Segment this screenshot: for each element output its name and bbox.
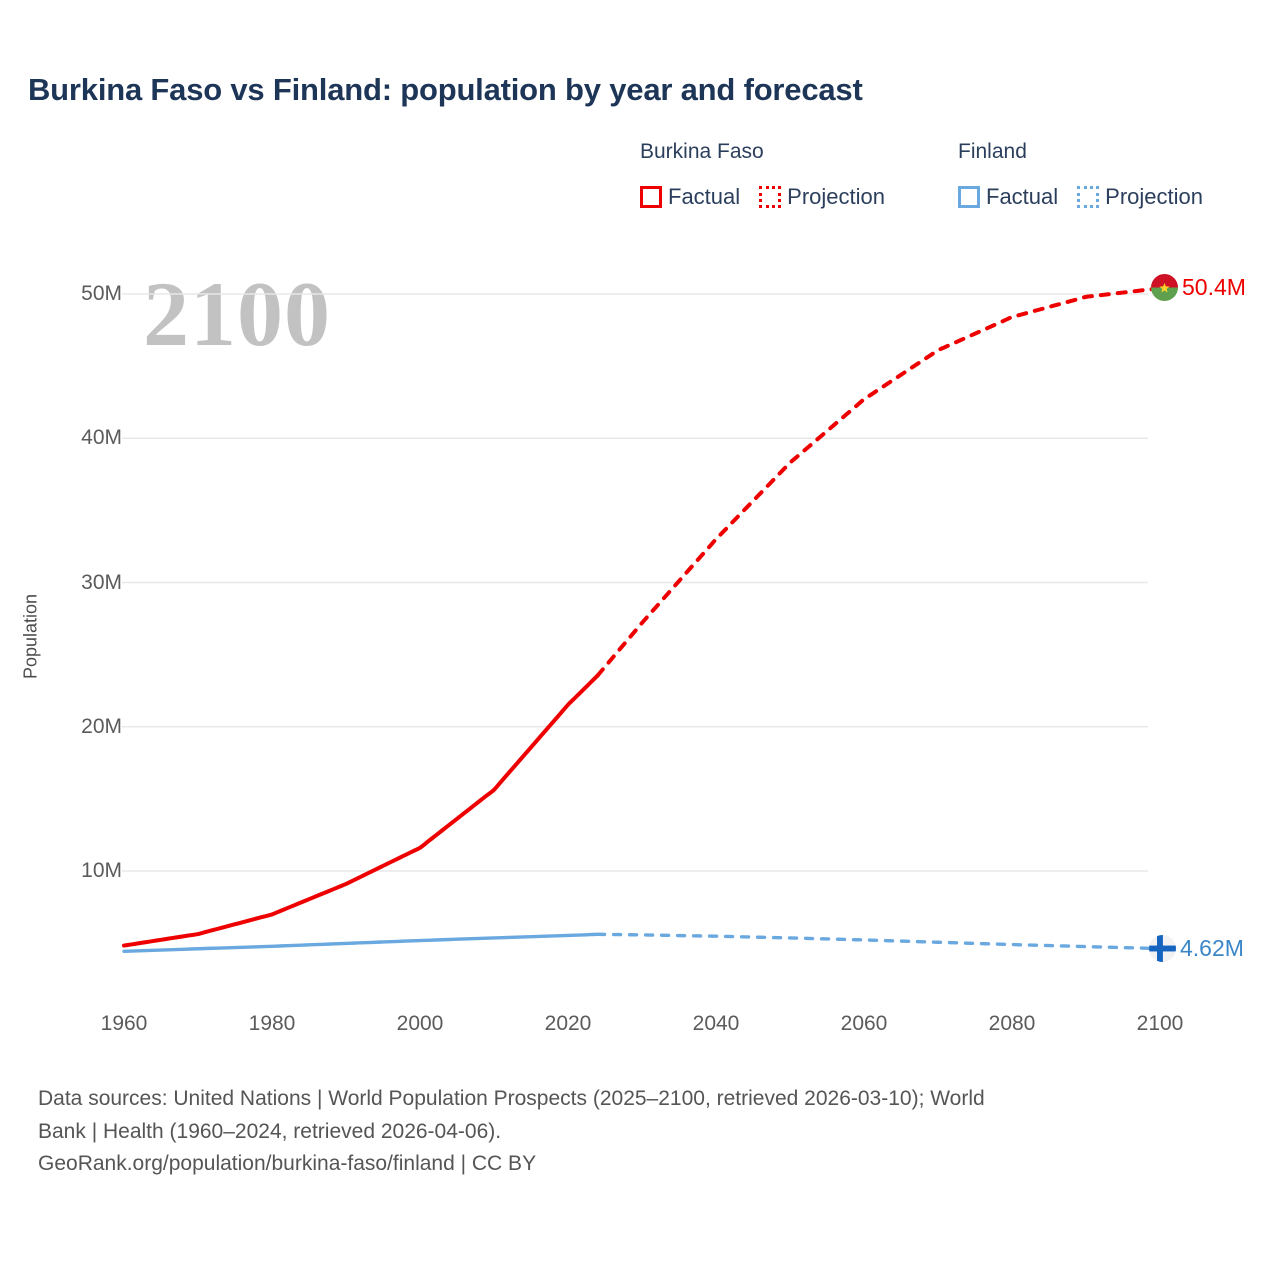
legend-item-finland-factual[interactable]: Factual	[958, 184, 1058, 210]
x-tick-label: 2020	[544, 1012, 592, 1035]
x-tick-label: 2060	[840, 1012, 888, 1035]
legend-row-burkina-faso: Factual Projection	[640, 184, 885, 210]
endpoint-value-burkina-faso: 50.4M	[1182, 274, 1246, 301]
endpoint-finland[interactable]: 4.62M	[1149, 934, 1244, 962]
legend-swatch-dotted-icon	[759, 186, 782, 208]
endpoint-burkina-faso[interactable]: 50.4M	[1151, 274, 1246, 302]
footer-line-2: Bank | Health (1960–2024, retrieved 2026…	[38, 1119, 502, 1143]
x-tick-label: 2000	[396, 1012, 444, 1035]
legend-label-finland-factual: Factual	[986, 184, 1059, 209]
legend-swatch-dotted-icon	[1077, 186, 1100, 208]
legend-swatch-solid-icon	[640, 186, 662, 208]
legend-swatch-solid-icon	[958, 186, 980, 208]
x-tick-label: 1960	[100, 1012, 148, 1035]
burkina-faso-flag-icon	[1151, 274, 1178, 302]
x-tick-label: 2080	[988, 1012, 1036, 1035]
legend-item-burkina-faso-projection[interactable]: Projection	[759, 184, 885, 210]
chart-plot-area: 2100 10M 20M 30M 40M 50M Population 50.4M 4.…	[0, 0, 1246, 1060]
series-line-projection	[595, 286, 1162, 678]
legend-group-title-finland: Finland	[958, 140, 1027, 163]
series-line-factual	[122, 932, 600, 954]
series-line-factual	[122, 673, 600, 948]
x-tick-label: 1980	[248, 1012, 296, 1035]
legend-label-finland-projection: Projection	[1105, 184, 1203, 209]
series-lines	[122, 286, 1162, 954]
gridlines	[122, 293, 1148, 872]
x-tick-label: 2040	[692, 1012, 740, 1035]
y-tick-label: 10M	[81, 859, 122, 882]
endpoint-value-finland: 4.62M	[1180, 934, 1244, 961]
footer-sources: Data sources: United Nations | World Pop…	[38, 1083, 1238, 1181]
chart-legend: Burkina Faso Factual Projection Finland …	[640, 140, 1260, 220]
legend-label-burkina-faso-factual: Factual	[668, 184, 741, 209]
y-tick-label: 30M	[81, 570, 122, 594]
y-tick-label: 40M	[81, 426, 122, 450]
series-line-projection	[595, 932, 1162, 951]
y-axis-title: Population	[20, 593, 41, 680]
y-axis-ticks: 10M 20M 30M 40M 50M	[0, 0, 122, 1060]
legend-item-burkina-faso-factual[interactable]: Factual	[640, 184, 740, 210]
finland-flag-icon	[1149, 934, 1176, 962]
footer-line-3[interactable]: GeoRank.org/population/burkina-faso/finl…	[38, 1152, 537, 1176]
legend-row-finland: Factual Projection	[958, 184, 1203, 210]
footer-line-1: Data sources: United Nations | World Pop…	[38, 1087, 985, 1110]
y-tick-label: 20M	[81, 714, 122, 738]
page-title: Burkina Faso vs Finland: population by y…	[28, 72, 863, 107]
y-tick-label: 50M	[81, 282, 122, 305]
legend-item-finland-projection[interactable]: Projection	[1077, 184, 1203, 210]
legend-group-title-burkina-faso: Burkina Faso	[640, 140, 764, 163]
watermark-year: 2100	[143, 263, 331, 365]
legend-label-burkina-faso-projection: Projection	[787, 184, 885, 209]
x-tick-label: 2100	[1136, 1012, 1184, 1035]
chart-canvas	[122, 286, 1162, 954]
